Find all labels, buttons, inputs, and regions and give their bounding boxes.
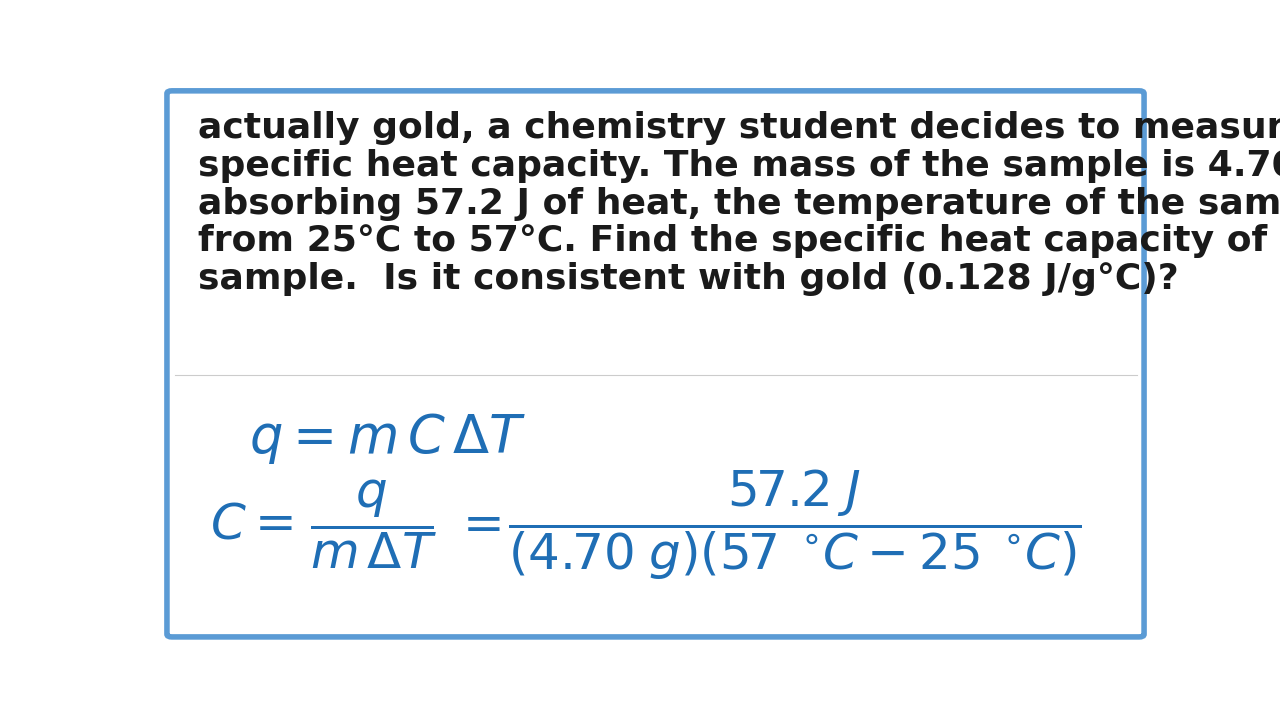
Text: specific heat capacity. The mass of the sample is 4.70 g. Upon: specific heat capacity. The mass of the … [197,149,1280,183]
FancyBboxPatch shape [166,91,1144,637]
Text: $q = m\,C\,\Delta T$: $q = m\,C\,\Delta T$ [250,411,526,466]
Text: $\dfrac{57.2\;J}{(4.70\;g)(57\;{^\circ}\!C - 25\;{^\circ}\!C)}$: $\dfrac{57.2\;J}{(4.70\;g)(57\;{^\circ}\… [508,467,1082,582]
Text: $\dfrac{\mathit{q}}{\mathit{m}\,\Delta \mathit{T}}$: $\dfrac{\mathit{q}}{\mathit{m}\,\Delta \… [310,477,436,571]
Text: from 25°C to 57°C. Find the specific heat capacity of the: from 25°C to 57°C. Find the specific hea… [197,225,1280,258]
Text: absorbing 57.2 J of heat, the temperature of the sample rises: absorbing 57.2 J of heat, the temperatur… [197,186,1280,221]
Text: sample.  Is it consistent with gold (0.128 J/g°C)?: sample. Is it consistent with gold (0.12… [197,262,1179,296]
Text: $\mathit{C} =$: $\mathit{C} =$ [210,500,293,549]
Text: actually gold, a chemistry student decides to measure its: actually gold, a chemistry student decid… [197,112,1280,145]
Text: $=$: $=$ [453,500,502,549]
